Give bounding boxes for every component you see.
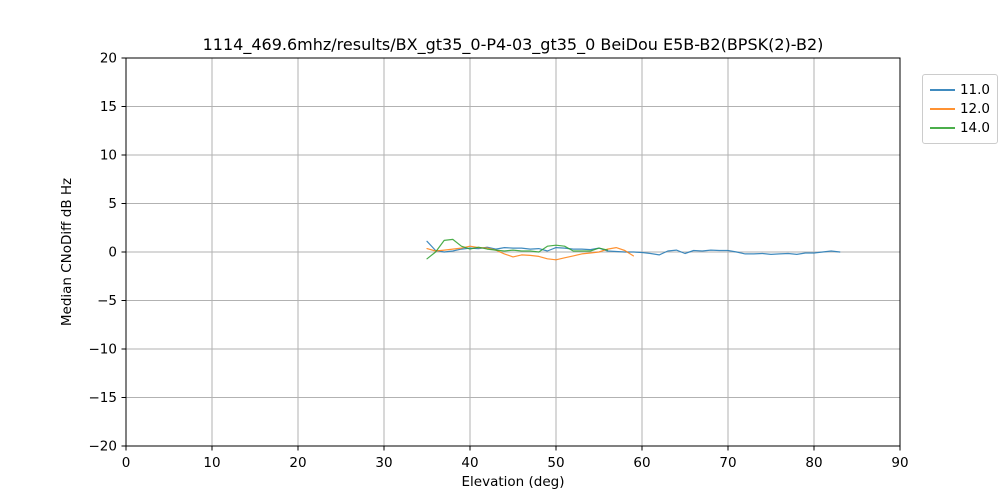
tick-label-y--15: −15 [89, 390, 118, 406]
legend-box: 11.0 12.0 14.0 [922, 74, 998, 144]
tick-label-y-0: 0 [108, 245, 117, 261]
legend-entry-12.0: 12.0 [930, 100, 990, 118]
legend-label-14.0: 14.0 [959, 120, 990, 136]
tick-label-y-10: 10 [100, 148, 117, 164]
y-axis-label: Median CNoDiff dB Hz [59, 178, 75, 326]
tick-label-x-0: 0 [122, 455, 131, 471]
legend-line-swatch-12.0 [930, 108, 955, 110]
series-line-12.0 [426, 245, 635, 261]
legend-label-11.0: 11.0 [959, 82, 990, 98]
tick-label-x-40: 40 [461, 455, 478, 471]
tick-label-x-50: 50 [547, 455, 564, 471]
chart-title: 1114_469.6mhz/results/BX_gt35_0-P4-03_gt… [203, 35, 824, 55]
tick-label-x-80: 80 [805, 455, 822, 471]
tick-label-y-15: 15 [100, 99, 117, 115]
series-line-11.0 [426, 240, 841, 256]
legend-entry-11.0: 11.0 [930, 81, 990, 99]
legend-label-12.0: 12.0 [959, 101, 990, 117]
legend-line-swatch-14.0 [930, 127, 955, 129]
tick-label-y--20: −20 [89, 439, 118, 455]
tick-label-x-30: 30 [375, 455, 392, 471]
series-layer [426, 238, 841, 261]
legend-entry-14.0: 14.0 [930, 119, 990, 137]
tick-label-y--5: −5 [97, 293, 117, 309]
x-axis-label: Elevation (deg) [462, 474, 565, 490]
tick-label-y--10: −10 [89, 342, 118, 358]
tick-label-y-5: 5 [108, 196, 117, 212]
tick-label-x-70: 70 [719, 455, 736, 471]
series-line-14.0 [426, 238, 609, 260]
tick-label-x-60: 60 [633, 455, 650, 471]
tick-label-x-90: 90 [891, 455, 908, 471]
tick-layer: 0 10 20 30 40 50 60 70 80 90 −20 −15 −10 −5 0 5 10 15 20 [89, 51, 909, 472]
legend-line-swatch-11.0 [930, 89, 955, 91]
tick-label-x-10: 10 [203, 455, 220, 471]
tick-label-x-20: 20 [289, 455, 306, 471]
grid-layer [125, 57, 901, 447]
tick-label-y-20: 20 [100, 51, 117, 67]
